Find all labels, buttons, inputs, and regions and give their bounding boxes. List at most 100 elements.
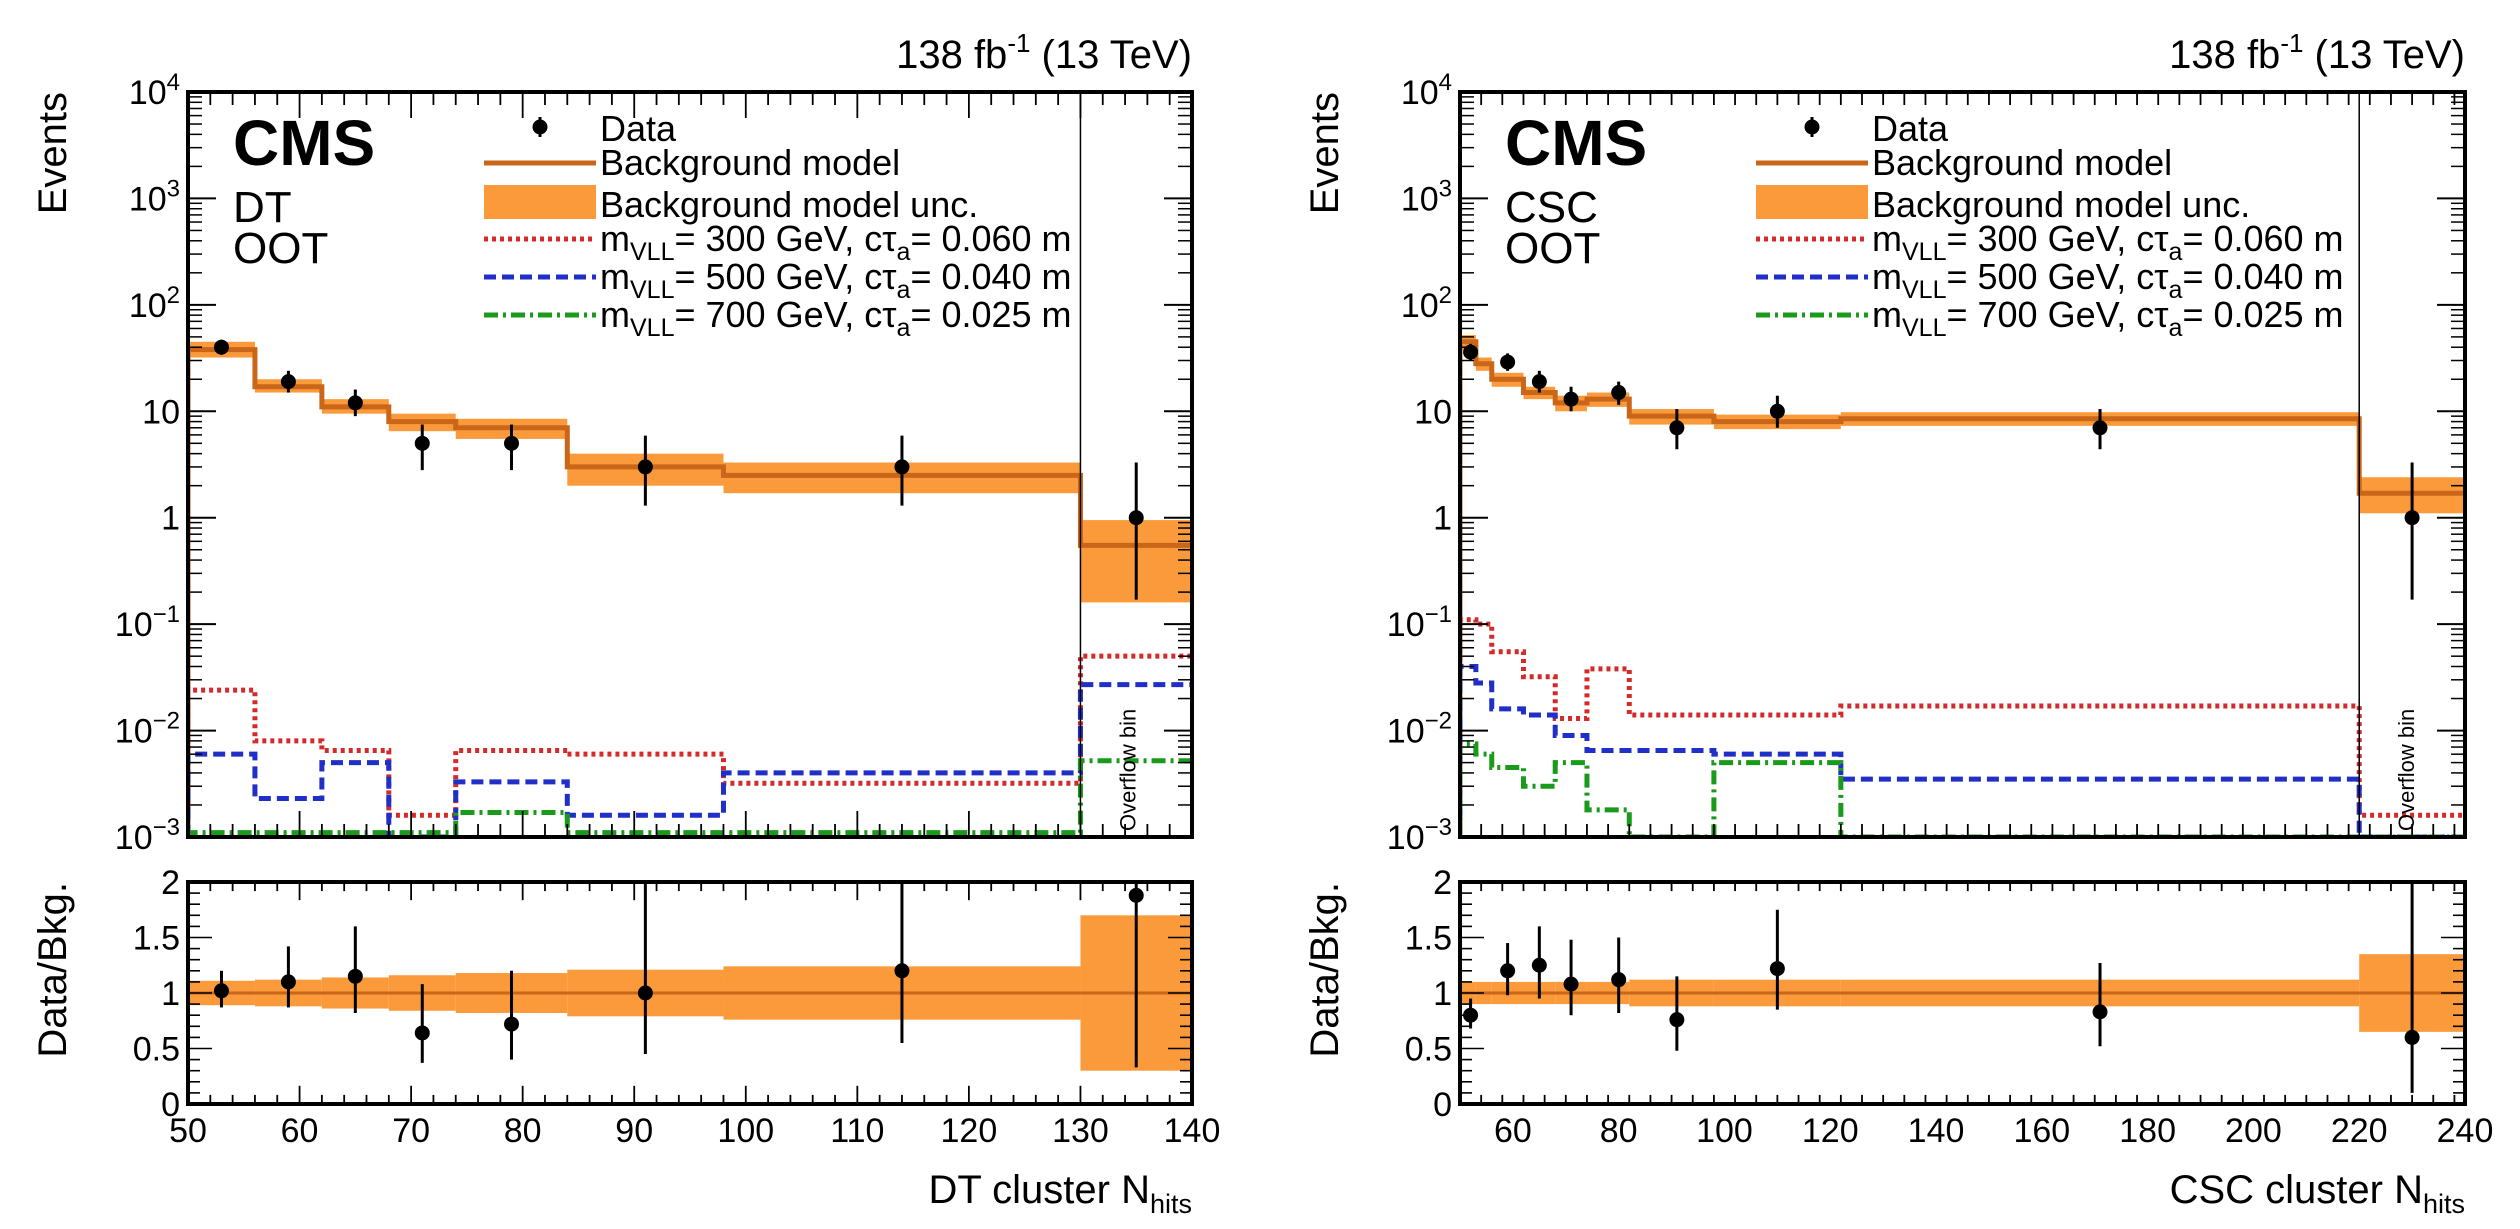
data-point	[894, 459, 910, 475]
ratio-plot-area	[188, 882, 1192, 1071]
ratio-point	[414, 1025, 430, 1041]
y-tick-label: 103	[129, 175, 180, 218]
ratio-point	[637, 985, 653, 1001]
x-tick-label: 50	[169, 1112, 207, 1150]
ratio-y-tick-label: 1.5	[133, 920, 180, 958]
y-tick-label: 10	[142, 393, 180, 431]
y-tick-label: 102	[129, 282, 180, 325]
x-tick-label: 220	[2331, 1112, 2388, 1150]
legend-text: mVLL= 300 GeV, cτa= 0.060 m	[1872, 218, 2344, 266]
ratio-point	[1611, 972, 1627, 988]
signal-line-sig500	[188, 682, 1192, 837]
region-label: CSC	[1505, 183, 1598, 232]
legend-text: Background model unc.	[1872, 184, 2250, 225]
y-tick-label: 104	[1401, 69, 1452, 112]
background-model-line	[1460, 339, 2465, 837]
data-point	[1463, 344, 1479, 360]
signal-line-sig700	[188, 758, 1192, 837]
ratio-point	[2092, 1004, 2108, 1020]
legend-bkg-unc-box	[484, 185, 596, 219]
ratio-y-tick-label: 0.5	[1405, 1031, 1452, 1069]
ratio-point	[1669, 1012, 1685, 1028]
y-tick-label: 10	[1414, 393, 1452, 431]
x-tick-label: 110	[830, 1112, 884, 1150]
region-label: OOT	[1505, 224, 1600, 273]
main-plot-area	[1460, 335, 2465, 837]
data-point	[2404, 510, 2420, 526]
ratio-point	[1500, 963, 1516, 979]
cms-label: CMS	[233, 107, 375, 179]
legend-data-marker	[532, 119, 548, 135]
panel-dt: Overflow bin10−310−210−111010210310400.5…	[31, 28, 1220, 1219]
ratio-y-axis-title: Data/Bkg.	[31, 882, 75, 1058]
y-tick-label: 10−3	[1387, 814, 1452, 857]
data-point	[637, 459, 653, 475]
y-axis-title: Events	[1303, 92, 1347, 214]
y-tick-label: 104	[129, 69, 180, 112]
y-tick-label: 10−1	[115, 601, 180, 644]
x-tick-label: 80	[1600, 1112, 1638, 1150]
data-point	[347, 395, 363, 411]
data-point	[1531, 374, 1547, 390]
ratio-plot-area	[1460, 882, 2465, 1093]
y-tick-label: 1	[1433, 500, 1452, 538]
ratio-point	[1769, 961, 1785, 977]
x-tick-label: 60	[281, 1112, 319, 1150]
x-tick-label: 80	[504, 1112, 542, 1150]
ratio-y-tick-label: 2	[1433, 864, 1452, 902]
y-tick-label: 10−1	[1387, 601, 1452, 644]
data-point	[1769, 403, 1785, 419]
x-tick-label: 180	[2119, 1112, 2176, 1150]
legend-text: Data	[1872, 108, 1949, 149]
data-point	[2092, 420, 2108, 436]
x-tick-label: 140	[1908, 1112, 1965, 1150]
main-plot-area	[188, 341, 1192, 837]
panel-csc: Overflow bin 10−3 10−2 10−1 1 10 102 103 104 0 0.5…	[1303, 28, 2493, 1219]
region-label: DT	[233, 183, 292, 232]
x-tick-label: 160	[2013, 1112, 2070, 1150]
x-axis-title: CSC cluster Nhits	[2170, 1168, 2465, 1219]
y-tick-label: 10−3	[115, 814, 180, 857]
data-point	[280, 374, 296, 390]
ratio-y-tick-label: 1	[161, 975, 180, 1013]
ratio-y-axis-title: Data/Bkg.	[1303, 882, 1347, 1058]
ratio-y-tick-label: 1.5	[1405, 920, 1452, 958]
data-point	[1563, 391, 1579, 407]
ratio-point	[280, 974, 296, 990]
x-tick-label: 200	[2225, 1112, 2282, 1150]
cms-label: CMS	[1505, 107, 1647, 179]
y-tick-label: 102	[1401, 282, 1452, 325]
data-point	[1128, 510, 1144, 526]
overflow-label: Overflow bin	[1115, 709, 1140, 831]
legend-text: mVLL= 700 GeV, cτa= 0.025 m	[600, 294, 1072, 342]
data-point	[1669, 420, 1685, 436]
data-point	[213, 339, 229, 355]
signal-line-sig300	[1460, 617, 2465, 837]
lumi-label: 138 fb-1 (13 TeV)	[896, 28, 1192, 77]
legend-text: mVLL= 500 GeV, cτa= 0.040 m	[600, 256, 1072, 304]
data-point	[1611, 385, 1627, 401]
legend-bkg-unc-box	[1756, 185, 1868, 219]
ratio-point	[504, 1016, 520, 1032]
ratio-point	[2404, 1029, 2420, 1045]
signal-line-sig300	[188, 653, 1192, 837]
ratio-point	[213, 983, 229, 999]
legend-text: Data	[600, 108, 677, 149]
x-tick-label: 100	[1696, 1112, 1753, 1150]
x-tick-label: 100	[717, 1112, 774, 1150]
y-tick-label: 10−2	[115, 708, 180, 751]
legend-data-marker	[1804, 119, 1820, 135]
ratio-y-tick-label: 0.5	[133, 1031, 180, 1069]
legend-text: Background model	[1872, 142, 2172, 183]
x-axis-title: DT cluster Nhits	[928, 1168, 1192, 1219]
y-tick-label: 103	[1401, 175, 1452, 218]
ratio-point	[894, 963, 910, 979]
legend-text: mVLL= 500 GeV, cτa= 0.040 m	[1872, 256, 2344, 304]
y-tick-label: 1	[161, 500, 180, 538]
data-point	[504, 435, 520, 451]
ratio-y-tick-label: 0	[161, 1086, 180, 1124]
y-axis-title: Events	[31, 92, 75, 214]
